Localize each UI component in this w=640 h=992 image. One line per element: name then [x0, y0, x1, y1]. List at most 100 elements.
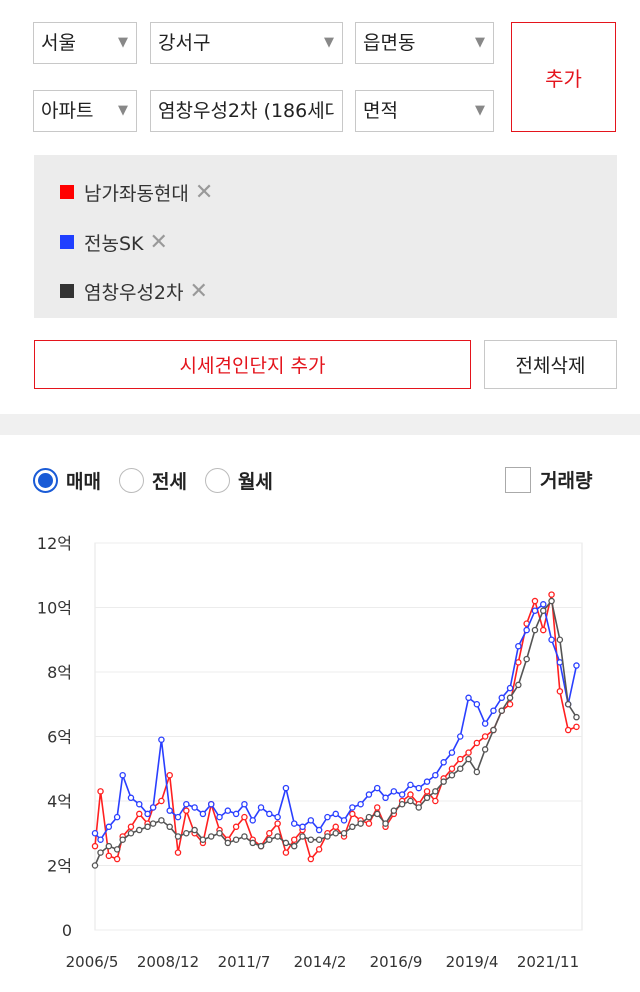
- data-point: [390, 788, 398, 795]
- data-point: [315, 836, 323, 843]
- data-point: [556, 688, 564, 695]
- radio-indicator: [204, 467, 230, 493]
- data-point: [506, 694, 514, 702]
- data-point: [373, 804, 381, 811]
- volume-label: 거래량: [540, 470, 593, 492]
- radio-jeonse[interactable]: 전세: [118, 467, 187, 494]
- data-point: [207, 800, 215, 808]
- close-icon[interactable]: ✕: [149, 229, 168, 255]
- chevron-down-icon: ▼: [475, 103, 485, 118]
- data-point: [515, 642, 522, 650]
- data-point: [97, 849, 104, 856]
- data-point: [382, 794, 389, 802]
- legend-swatch: [60, 284, 74, 298]
- data-point: [91, 862, 99, 869]
- data-point: [282, 839, 290, 847]
- data-point: [540, 601, 547, 608]
- data-point: [299, 823, 306, 831]
- type-select[interactable]: 아파트 ▼: [33, 90, 137, 132]
- data-point: [432, 788, 439, 795]
- area-select[interactable]: 면적 ▼: [355, 90, 494, 132]
- data-point: [498, 694, 506, 702]
- delete-all-button[interactable]: 전체삭제: [484, 340, 617, 389]
- add-complex-button[interactable]: 시세견인단지 추가: [34, 340, 471, 389]
- data-point: [540, 607, 547, 614]
- data-point: [266, 810, 273, 818]
- list-item: 염창우성2차 ✕: [60, 276, 208, 306]
- data-point: [465, 755, 472, 763]
- data-point: [564, 726, 572, 734]
- data-point: [415, 804, 422, 811]
- district-select[interactable]: 강서구 ▼: [150, 22, 343, 64]
- data-point: [365, 820, 373, 827]
- radio-label: 매매: [66, 470, 101, 493]
- data-point: [382, 820, 389, 827]
- chevron-down-icon: ▼: [475, 35, 485, 50]
- data-point: [390, 807, 398, 814]
- data-point: [506, 684, 514, 692]
- data-point: [307, 855, 315, 863]
- data-point: [174, 813, 182, 821]
- data-point: [183, 807, 190, 814]
- data-point: [349, 804, 356, 811]
- data-point: [97, 788, 104, 795]
- radio-monthly[interactable]: 월세: [204, 467, 273, 494]
- data-point: [340, 829, 348, 837]
- data-point: [191, 804, 198, 811]
- x-tick-label: 2011/7: [218, 953, 271, 971]
- volume-toggle[interactable]: 거래량: [505, 466, 592, 493]
- list-item: 전농SK ✕: [60, 227, 168, 257]
- x-tick-label: 2016/9: [370, 953, 423, 971]
- data-point: [183, 829, 190, 837]
- complex-select[interactable]: 염창우성2차 (186세대): [150, 90, 343, 132]
- data-point: [523, 626, 530, 634]
- data-point: [448, 771, 456, 779]
- data-point: [144, 810, 151, 818]
- data-point: [373, 784, 381, 792]
- compare-list: 남가좌동현대 ✕ 전농SK ✕ 염창우성2차 ✕: [34, 155, 617, 318]
- legend-swatch: [60, 185, 74, 199]
- data-point: [274, 820, 281, 827]
- data-point: [432, 771, 439, 779]
- data-point: [415, 784, 422, 792]
- data-point: [136, 800, 143, 808]
- data-point: [465, 749, 472, 756]
- data-point: [166, 807, 173, 814]
- data-point: [324, 813, 331, 821]
- data-point: [149, 820, 157, 827]
- data-point: [432, 797, 439, 805]
- data-point: [440, 759, 447, 766]
- x-tick-label: 2014/2: [294, 953, 347, 971]
- data-point: [105, 852, 113, 860]
- x-tick-label: 2006/5: [66, 953, 119, 971]
- data-point: [199, 836, 207, 843]
- radio-sale[interactable]: 매매: [33, 467, 101, 494]
- city-select[interactable]: 서울 ▼: [33, 22, 137, 64]
- close-icon[interactable]: ✕: [194, 179, 214, 205]
- data-point: [166, 771, 173, 779]
- x-tick-label: 2021/11: [517, 953, 579, 971]
- y-tick-label: 12억: [37, 534, 72, 553]
- price-chart: 0 2억 4억 6억 8억 10억 12억 2006/5 2008/12 2011/7 2014/2…: [37, 534, 583, 971]
- data-point: [540, 626, 547, 634]
- close-icon[interactable]: ✕: [189, 278, 208, 304]
- data-point: [149, 804, 157, 811]
- add-button[interactable]: 추가: [511, 22, 616, 132]
- data-point: [573, 662, 580, 669]
- data-point: [531, 597, 539, 605]
- series-line-1: [94, 602, 578, 842]
- data-point: [249, 817, 256, 824]
- y-tick-label: 2억: [47, 857, 72, 876]
- data-point: [166, 823, 173, 831]
- dong-select[interactable]: 읍면동 ▼: [355, 22, 494, 64]
- y-tick-label: 6억: [47, 728, 72, 747]
- y-tick-label: 10억: [37, 599, 72, 618]
- data-point: [473, 700, 481, 708]
- data-point: [332, 823, 339, 831]
- legend-swatch: [60, 235, 74, 249]
- data-point: [523, 655, 530, 663]
- data-point: [490, 726, 497, 734]
- data-point: [506, 700, 514, 708]
- volume-checkbox[interactable]: [505, 466, 531, 493]
- data-point: [357, 820, 364, 827]
